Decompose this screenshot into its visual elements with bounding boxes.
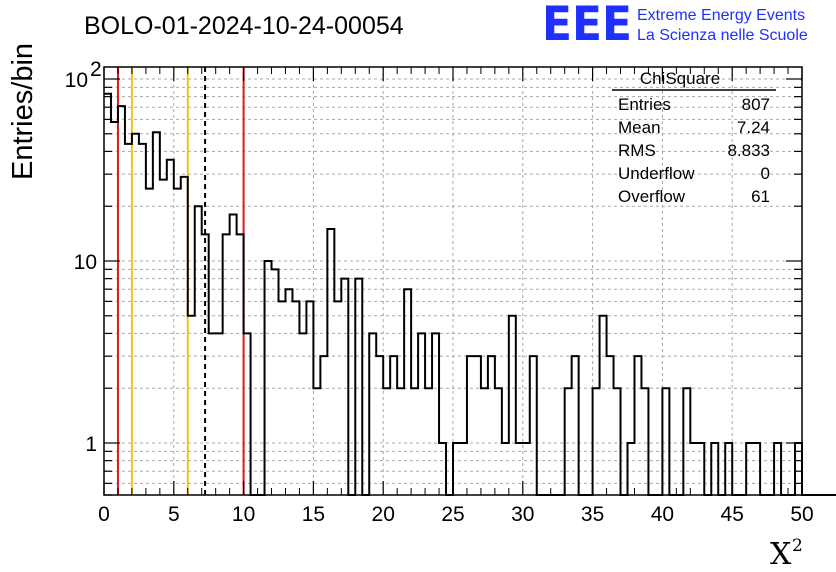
x-tick-label: 40 <box>651 503 674 526</box>
stats-value: 0 <box>761 164 770 183</box>
logo-line2: La Scienza nelle Scuole <box>637 27 808 44</box>
stats-label: Underflow <box>618 164 695 183</box>
stats-value: 61 <box>751 187 770 206</box>
y-axis-title: Entries/bin <box>7 43 39 180</box>
x-tick-label: 50 <box>790 503 813 526</box>
stats-label: Overflow <box>618 187 686 206</box>
stats-title: ChiSquare <box>640 69 720 88</box>
x-tick-label: 30 <box>511 503 534 526</box>
y-tick-label: 10 <box>65 69 88 92</box>
x-axis-title-base: X <box>770 537 792 572</box>
y-tick-label: 1 <box>85 433 97 456</box>
stats-rows: Entries 807 Mean 7.24 RMS 8.833 Underflow 0 Over… <box>618 95 770 206</box>
x-tick-label: 45 <box>721 503 744 526</box>
stats-label: Entries <box>618 95 671 114</box>
x-tick-label: 35 <box>581 503 604 526</box>
x-tick-label: 20 <box>372 503 395 526</box>
x-tick-label: 25 <box>441 503 464 526</box>
y-tick-label: 10 <box>74 251 97 274</box>
x-tick-label: 15 <box>302 503 325 526</box>
eee-logo: EEE Extreme Energy Events La Scienza nel… <box>542 0 808 52</box>
stats-value: 807 <box>742 95 770 114</box>
x-tick-label: 0 <box>98 503 110 526</box>
histogram-bins <box>104 92 836 496</box>
chart-title: BOLO-01-2024-10-24-00054 <box>84 12 404 40</box>
x-tick-label: 5 <box>168 503 180 526</box>
stats-value: 8.833 <box>727 141 770 160</box>
stats-box: ChiSquare Entries 807 Mean 7.24 RMS 8.833 Unde… <box>612 69 776 206</box>
logo-line1: Extreme Energy Events <box>637 7 805 24</box>
x-axis-title: X <box>770 537 792 572</box>
x-axis-title-superscript: 2 <box>792 536 803 556</box>
stats-label: Mean <box>618 118 661 137</box>
y-tick-exponent: 2 <box>90 58 102 81</box>
stats-label: RMS <box>618 141 656 160</box>
histogram-outline <box>104 92 836 496</box>
logo-letters: EEE <box>542 0 632 52</box>
stats-value: 7.24 <box>737 118 770 137</box>
x-tick-label: 10 <box>232 503 255 526</box>
